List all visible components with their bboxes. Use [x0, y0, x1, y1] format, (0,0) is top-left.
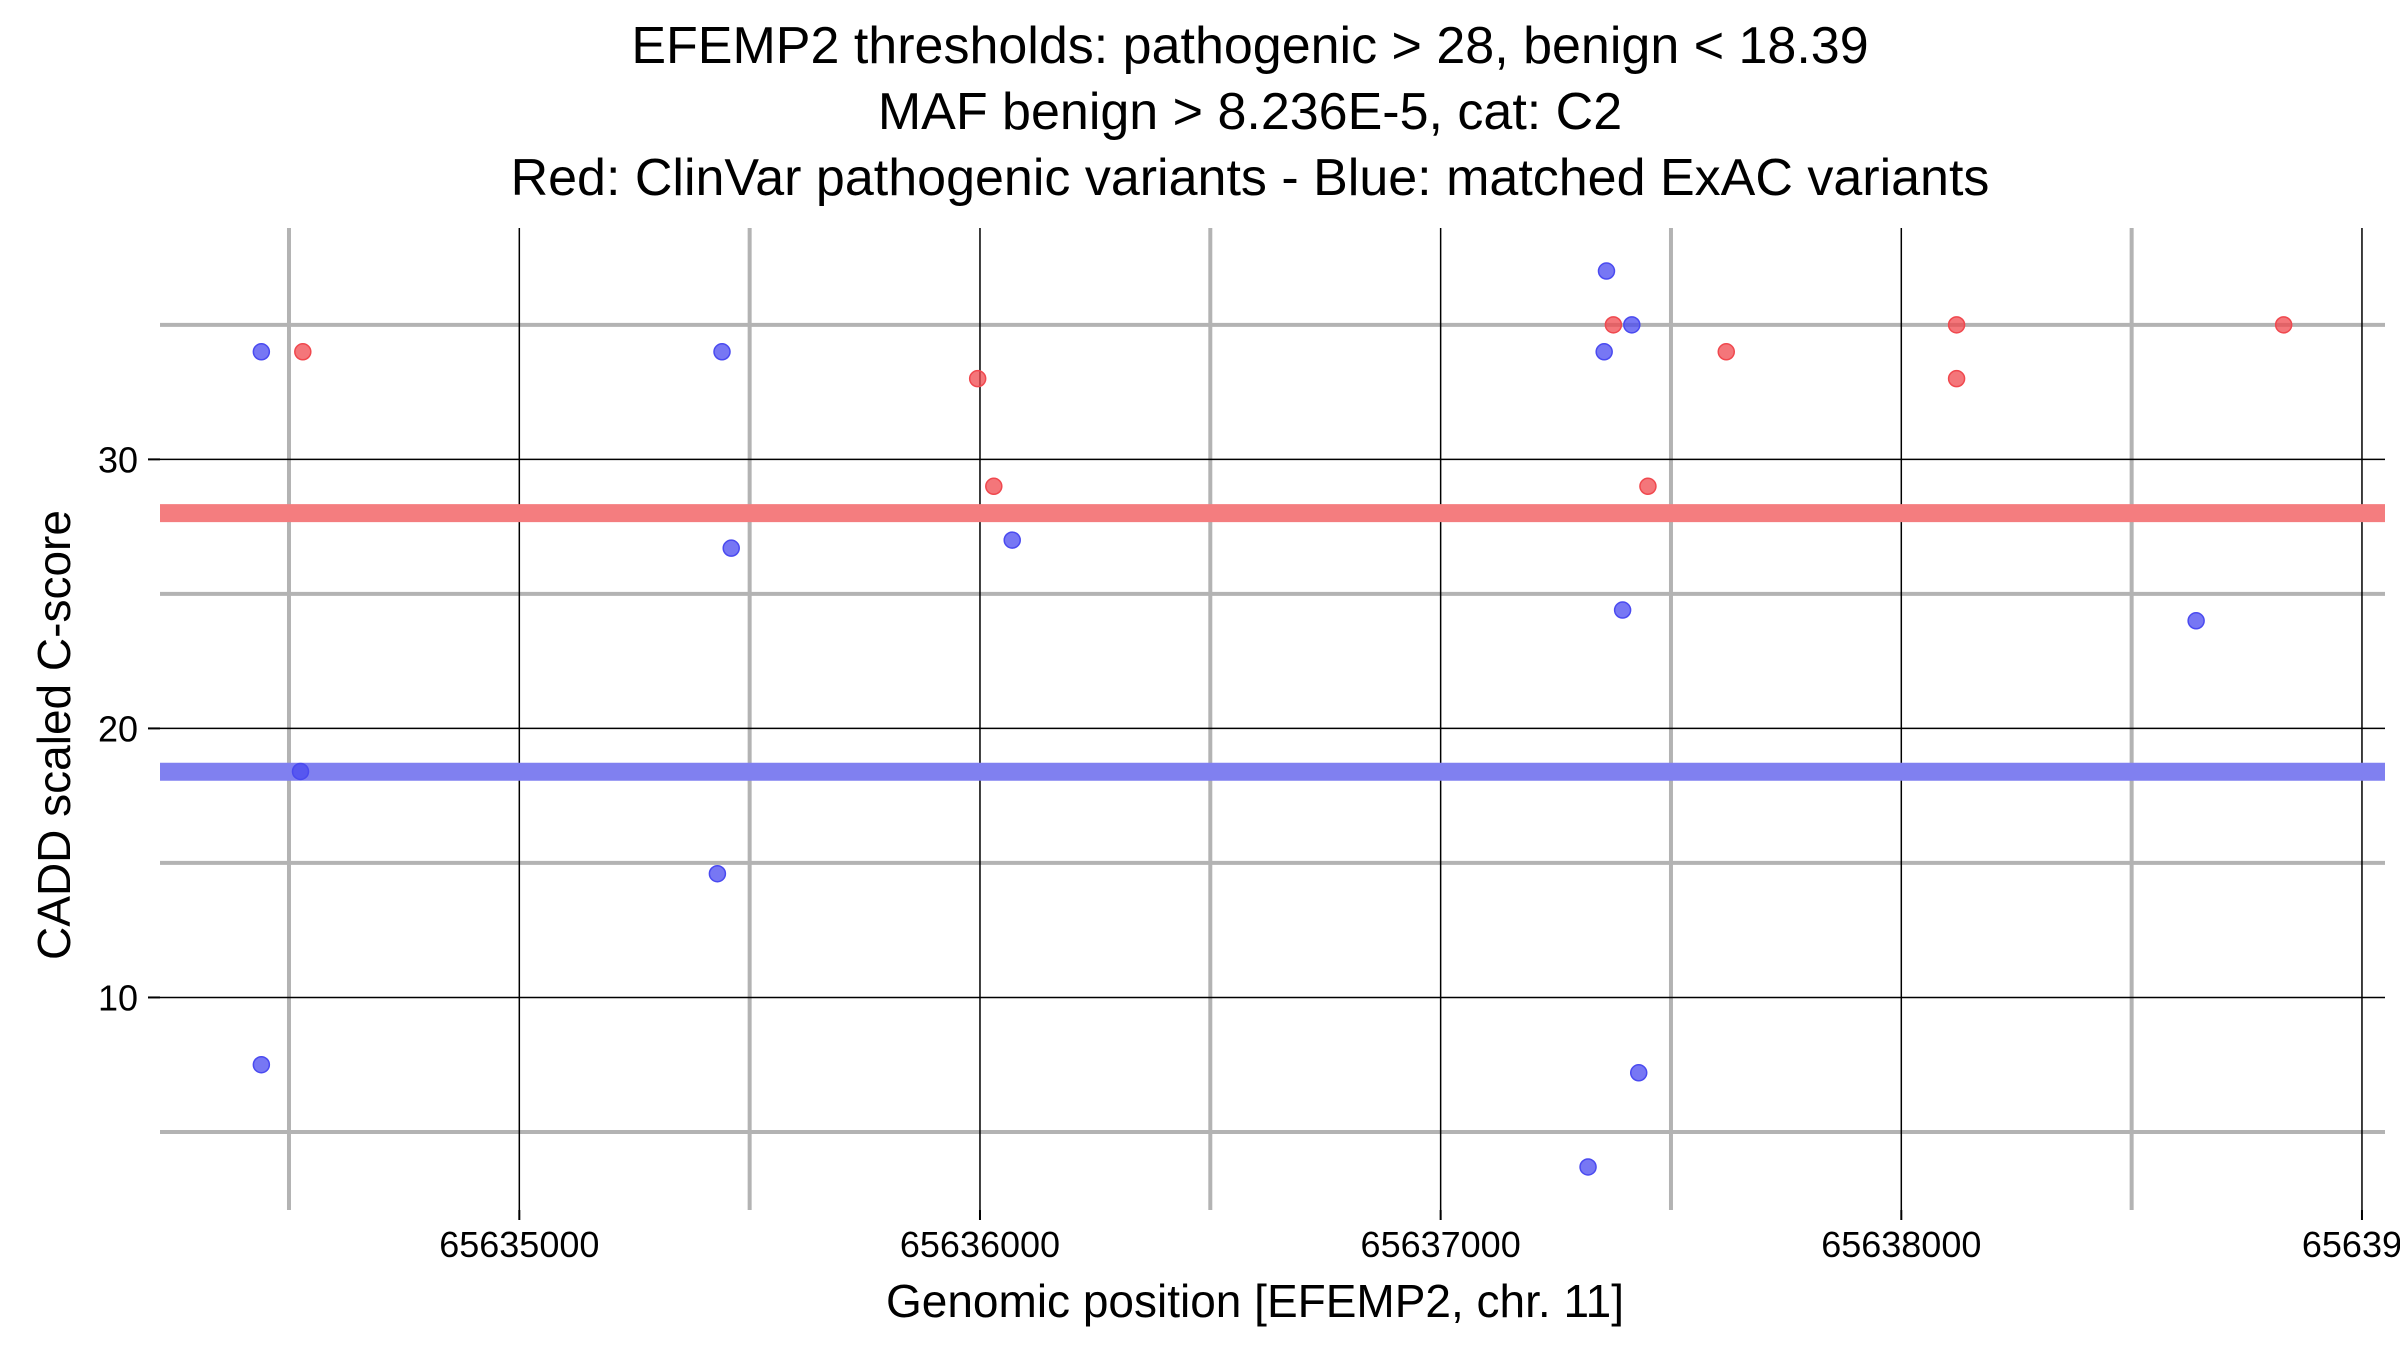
data-point-series-1 — [2187, 612, 2205, 630]
x-tick-label: 65635000 — [439, 1224, 599, 1265]
threshold-lines — [160, 504, 2385, 781]
data-point-series-0 — [1639, 477, 1657, 496]
data-point-series-1 — [1629, 1064, 1648, 1082]
y-tick-label: 20 — [98, 708, 138, 749]
data-point-series-1 — [252, 343, 271, 361]
data-point-series-1 — [722, 539, 740, 557]
data-point-series-0 — [1947, 369, 1966, 388]
data-point-series-0 — [985, 477, 1003, 496]
x-tick-label: 65636000 — [900, 1224, 1060, 1265]
data-point-series-1 — [1003, 531, 1021, 549]
data-point-series-1 — [713, 343, 731, 361]
data-point-series-1 — [1613, 601, 1632, 619]
data-point-series-1 — [1623, 316, 1641, 334]
data-point-series-1 — [252, 1055, 271, 1074]
y-axis-label: CADD scaled C-score — [28, 510, 80, 960]
data-point-series-1 — [1597, 262, 1616, 280]
x-tick-label: 656390 — [2302, 1224, 2400, 1265]
title-line-2: MAF benign > 8.236E-5, cat: C2 — [878, 83, 1622, 141]
data-point-series-0 — [294, 343, 312, 361]
chart-title: EFEMP2 thresholds: pathogenic > 28, beni… — [511, 17, 1990, 207]
x-axis-label: Genomic position [EFEMP2, chr. 11] — [886, 1275, 1624, 1327]
title-line-1: EFEMP2 thresholds: pathogenic > 28, beni… — [631, 17, 1868, 75]
data-point-series-1 — [1579, 1158, 1597, 1176]
data-point-series-0 — [1604, 316, 1623, 334]
data-point-series-0 — [2274, 316, 2293, 334]
y-tick-label: 10 — [98, 977, 138, 1018]
data-point-series-1 — [708, 864, 727, 883]
x-tick-label: 65637000 — [1361, 1224, 1521, 1265]
data-points — [252, 262, 2293, 1176]
data-point-series-1 — [1595, 343, 1613, 361]
axis-ticks: 65635000 65636000 65637000 65638000 656390 10… — [98, 439, 2400, 1265]
x-tick-label: 65638000 — [1821, 1224, 1981, 1265]
grid — [160, 228, 2385, 1210]
data-point-series-1 — [291, 762, 310, 781]
y-tick-label: 30 — [98, 439, 138, 480]
data-point-series-0 — [1717, 343, 1736, 361]
data-point-series-0 — [968, 369, 987, 388]
title-line-3: Red: ClinVar pathogenic variants - Blue:… — [511, 149, 1990, 207]
data-point-series-0 — [1947, 316, 1966, 334]
